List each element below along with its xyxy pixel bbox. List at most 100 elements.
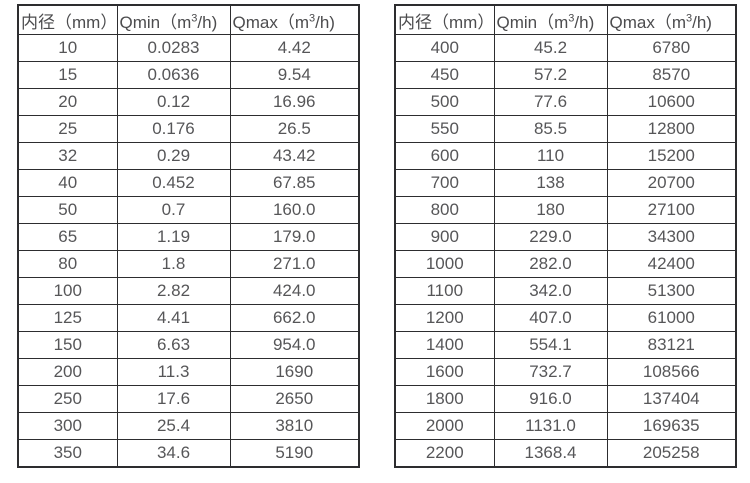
table-cell: 4.42 — [229, 34, 360, 62]
table-cell: 9.54 — [229, 61, 360, 89]
table-cell: 732.7 — [493, 358, 608, 386]
table-cell: 400 — [394, 34, 495, 62]
table-cell: 6780 — [606, 34, 737, 62]
table-cell: 271.0 — [229, 250, 360, 278]
table-cell: 50 — [17, 196, 118, 224]
table-row: 1100 342.0 51300 — [394, 277, 737, 305]
table-cell: 138 — [493, 169, 608, 197]
table-row: 1800 916.0 137404 — [394, 385, 737, 413]
table-cell: 1000 — [394, 250, 495, 278]
table-row: 350 34.6 5190 — [17, 439, 360, 468]
table-cell: 179.0 — [229, 223, 360, 251]
table-cell: 350 — [17, 439, 118, 468]
table-cell: 10600 — [606, 88, 737, 116]
table-cell: 43.42 — [229, 142, 360, 170]
table-cell: 4.41 — [116, 304, 231, 332]
column-header: 内径（mm） — [394, 4, 495, 35]
table-row: 125 4.41 662.0 — [17, 304, 360, 332]
table-cell: 137404 — [606, 385, 737, 413]
table-cell: 169635 — [606, 412, 737, 440]
table-cell: 15 — [17, 61, 118, 89]
table-cell: 450 — [394, 61, 495, 89]
table-cell: 34300 — [606, 223, 737, 251]
table-cell: 67.85 — [229, 169, 360, 197]
table-cell: 0.0636 — [116, 61, 231, 89]
flow-table-small-diameters: 内径（mm） Qmin（m3/h) Qmax（m3/h) 10 0.0283 4.42 15… — [17, 4, 360, 468]
table-row: 2000 1131.0 169635 — [394, 412, 737, 440]
table-cell: 85.5 — [493, 115, 608, 143]
column-header: Qmin（m3/h) — [116, 4, 231, 35]
table-row: 15 0.0636 9.54 — [17, 61, 360, 89]
table-cell: 0.0283 — [116, 34, 231, 62]
table-row: 100 2.82 424.0 — [17, 277, 360, 305]
table-row: 65 1.19 179.0 — [17, 223, 360, 251]
table-row: 1400 554.1 83121 — [394, 331, 737, 359]
table-cell: 1690 — [229, 358, 360, 386]
table-cell: 250 — [17, 385, 118, 413]
column-header: 内径（mm） — [17, 4, 118, 35]
table-cell: 42400 — [606, 250, 737, 278]
table-cell: 20 — [17, 88, 118, 116]
table-cell: 65 — [17, 223, 118, 251]
flow-table-large-diameters: 内径（mm） Qmin（m3/h) Qmax（m3/h) 400 45.2 6780 450… — [394, 4, 737, 468]
table-cell: 1.19 — [116, 223, 231, 251]
table-cell: 1200 — [394, 304, 495, 332]
table-cell: 57.2 — [493, 61, 608, 89]
table-row: 200 11.3 1690 — [17, 358, 360, 386]
table-cell: 16.96 — [229, 88, 360, 116]
table-row: 550 85.5 12800 — [394, 115, 737, 143]
table-cell: 3810 — [229, 412, 360, 440]
table-cell: 500 — [394, 88, 495, 116]
table-cell: 2.82 — [116, 277, 231, 305]
table-cell: 5190 — [229, 439, 360, 468]
table-cell: 10 — [17, 34, 118, 62]
table-cell: 25.4 — [116, 412, 231, 440]
table-cell: 45.2 — [493, 34, 608, 62]
table-cell: 424.0 — [229, 277, 360, 305]
table-row: 20 0.12 16.96 — [17, 88, 360, 116]
table-row: 600 110 15200 — [394, 142, 737, 170]
table-cell: 0.29 — [116, 142, 231, 170]
table-cell: 40 — [17, 169, 118, 197]
table-cell: 1.8 — [116, 250, 231, 278]
table-cell: 342.0 — [493, 277, 608, 305]
table-cell: 1800 — [394, 385, 495, 413]
column-header: Qmax（m3/h) — [606, 4, 737, 35]
table-cell: 12800 — [606, 115, 737, 143]
table-cell: 11.3 — [116, 358, 231, 386]
table-cell: 0.452 — [116, 169, 231, 197]
table-row: 1200 407.0 61000 — [394, 304, 737, 332]
table-cell: 34.6 — [116, 439, 231, 468]
tables-container: 内径（mm） Qmin（m3/h) Qmax（m3/h) 10 0.0283 4.42 15… — [17, 4, 737, 468]
table-cell: 662.0 — [229, 304, 360, 332]
table-cell: 2200 — [394, 439, 495, 468]
table-row: 10 0.0283 4.42 — [17, 34, 360, 62]
table-cell: 25 — [17, 115, 118, 143]
table-cell: 61000 — [606, 304, 737, 332]
table-cell: 77.6 — [493, 88, 608, 116]
table-cell: 407.0 — [493, 304, 608, 332]
table-cell: 1131.0 — [493, 412, 608, 440]
table-cell: 282.0 — [493, 250, 608, 278]
table-cell: 229.0 — [493, 223, 608, 251]
table-row: 25 0.176 26.5 — [17, 115, 360, 143]
table-cell: 554.1 — [493, 331, 608, 359]
header-row: 内径（mm） Qmin（m3/h) Qmax（m3/h) — [17, 4, 360, 35]
table-cell: 2650 — [229, 385, 360, 413]
table-row: 2200 1368.4 205258 — [394, 439, 737, 468]
table-cell: 17.6 — [116, 385, 231, 413]
table-row: 450 57.2 8570 — [394, 61, 737, 89]
table-cell: 954.0 — [229, 331, 360, 359]
table-cell: 15200 — [606, 142, 737, 170]
table-row: 800 180 27100 — [394, 196, 737, 224]
table-row: 250 17.6 2650 — [17, 385, 360, 413]
table-cell: 83121 — [606, 331, 737, 359]
table-cell: 1100 — [394, 277, 495, 305]
table-row: 1600 732.7 108566 — [394, 358, 737, 386]
table-cell: 80 — [17, 250, 118, 278]
table-cell: 8570 — [606, 61, 737, 89]
table-row: 400 45.2 6780 — [394, 34, 737, 62]
table-cell: 800 — [394, 196, 495, 224]
table-cell: 32 — [17, 142, 118, 170]
